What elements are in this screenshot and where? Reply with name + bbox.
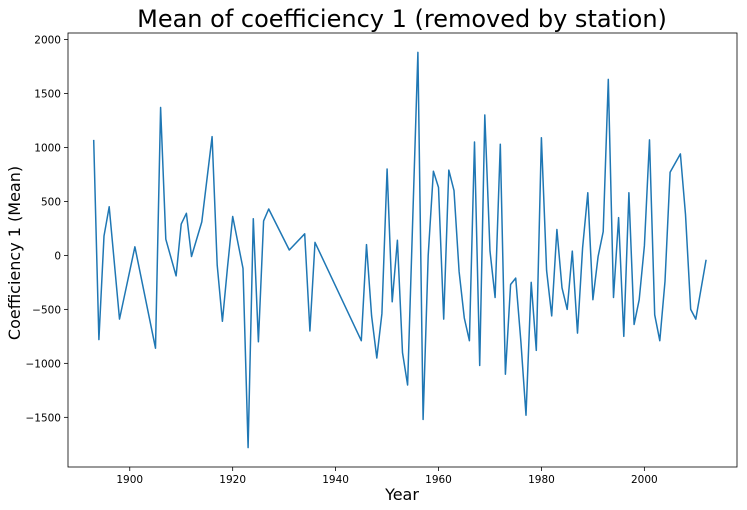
- x-tick-label: 1920: [219, 474, 246, 486]
- y-tick-label: 1500: [34, 88, 61, 100]
- y-tick-label: 2000: [34, 34, 61, 46]
- y-tick-label: −500: [32, 304, 61, 316]
- plot-frame: [67, 32, 738, 468]
- chart-title: Mean of coefficiency 1 (removed by stati…: [137, 5, 667, 33]
- x-tick-label: 1940: [322, 474, 349, 486]
- y-tick-label: −1000: [25, 358, 61, 370]
- y-tick-label: 500: [41, 196, 61, 208]
- y-tick-label: 1000: [34, 142, 61, 154]
- x-tick-label: 1900: [116, 474, 143, 486]
- y-axis-label: Coefficiency 1 (Mean): [5, 166, 24, 340]
- x-axis-label: Year: [384, 485, 419, 504]
- y-tick-label: 0: [54, 250, 61, 262]
- x-tick-label: 1980: [528, 474, 555, 486]
- series-line: [92, 51, 707, 449]
- x-tick-label: 2000: [631, 474, 658, 486]
- axis-ticks: 1900 1920 1940 1960 1980 2000 −1500 −1000 −500 0 5…: [25, 34, 657, 486]
- x-tick-label: 1960: [425, 474, 452, 486]
- y-tick-label: −1500: [25, 412, 61, 424]
